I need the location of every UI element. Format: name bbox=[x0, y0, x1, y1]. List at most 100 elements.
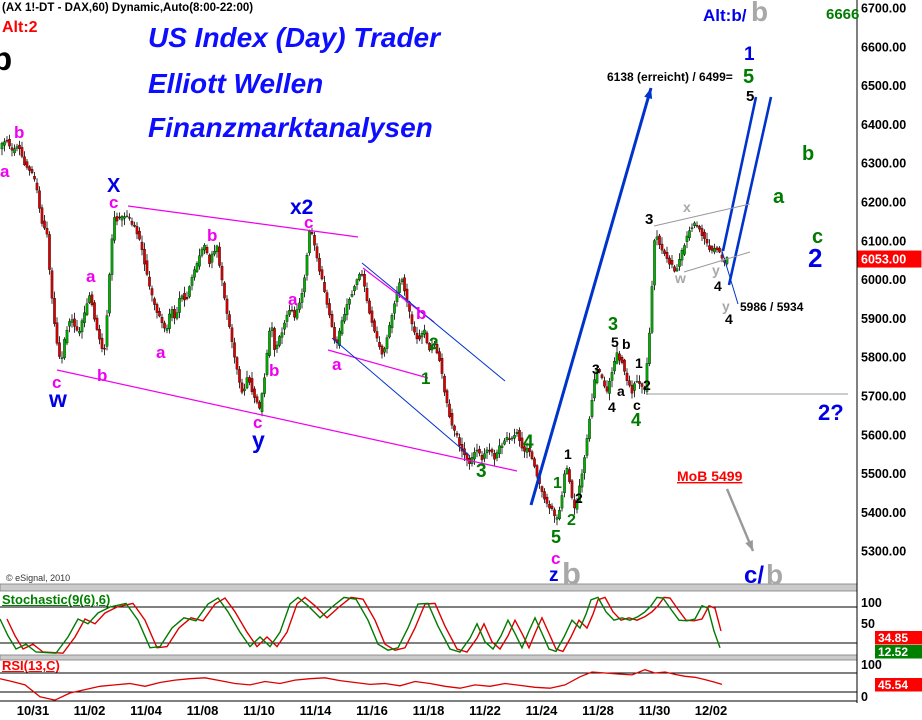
wave-label: y bbox=[252, 427, 265, 453]
wave-label: 2 bbox=[808, 243, 822, 273]
wave-label: b bbox=[562, 556, 581, 591]
rsi-pane-label: RSI(13,C) bbox=[2, 658, 60, 673]
pane-separator bbox=[0, 654, 858, 661]
price-tick-label: 6000.00 bbox=[861, 273, 906, 287]
trendline bbox=[727, 96, 773, 286]
stoch-axis-50: 50 bbox=[861, 617, 875, 631]
alt-wave-big-b: b bbox=[751, 0, 769, 27]
stochastic-d-line bbox=[6, 596, 722, 654]
wave-label: 2 bbox=[643, 377, 651, 393]
wave-label: a bbox=[288, 290, 298, 309]
wave-label: a bbox=[0, 162, 10, 181]
stoch-d-badge bbox=[875, 631, 922, 645]
wave-label: a bbox=[332, 355, 342, 374]
wave-label: b bbox=[97, 366, 107, 385]
trendline bbox=[721, 96, 758, 252]
wave-label: 3 bbox=[645, 211, 653, 228]
date-tick-label: 11/02 bbox=[74, 703, 106, 718]
wave-label: 4 bbox=[714, 278, 722, 294]
wave-label: y bbox=[722, 298, 730, 314]
price-tick-label: 5400.00 bbox=[861, 506, 906, 520]
page-title: US Index (Day) Trader bbox=[148, 22, 441, 53]
price-tick-label: 5600.00 bbox=[861, 428, 906, 442]
wave-label: b bbox=[766, 559, 783, 590]
trendline bbox=[653, 203, 751, 227]
wave-label: b bbox=[622, 336, 631, 352]
wave-label: MoB 5499 bbox=[677, 468, 743, 484]
corner-wave-label: b bbox=[0, 40, 13, 77]
last-price-value: 6053.00 bbox=[861, 253, 906, 267]
wave-label: x2 bbox=[290, 196, 313, 219]
price-tick-label: 6200.00 bbox=[861, 196, 906, 210]
stochastic-k-line bbox=[0, 596, 721, 654]
rsi-line bbox=[0, 669, 723, 701]
projection-arrow-up bbox=[529, 87, 653, 506]
wave-label: b bbox=[269, 361, 279, 380]
wave-label: 1 bbox=[421, 369, 430, 388]
date-tick-label: 11/08 bbox=[187, 703, 219, 718]
wave-label: w bbox=[48, 386, 67, 412]
wave-label: c bbox=[304, 213, 313, 232]
wave-label: a bbox=[773, 186, 785, 208]
wave-label: w bbox=[674, 270, 686, 286]
wave-label: 3 bbox=[608, 314, 618, 334]
wave-label: a bbox=[156, 343, 166, 362]
wave-label: X bbox=[107, 175, 121, 197]
wave-label: 5 bbox=[611, 334, 619, 350]
stoch-axis-100: 100 bbox=[861, 596, 882, 610]
wave-label: 1 bbox=[744, 44, 755, 65]
price-tick-label: 5300.00 bbox=[861, 545, 906, 559]
date-tick-label: 10/31 bbox=[17, 703, 50, 718]
pane-separator bbox=[0, 583, 858, 592]
wave-label: c/ bbox=[744, 562, 764, 589]
wave-label: 1 bbox=[553, 475, 562, 492]
wave-label: b bbox=[14, 123, 24, 142]
wave-label: 5 bbox=[743, 66, 754, 88]
date-tick-label: 11/24 bbox=[526, 703, 559, 718]
wave-label: c bbox=[633, 397, 641, 413]
date-tick-label: 11/28 bbox=[582, 703, 614, 718]
price-tick-label: 6500.00 bbox=[861, 79, 906, 93]
mob-arrow-down bbox=[725, 488, 755, 552]
price-tick-label: 5500.00 bbox=[861, 467, 906, 481]
date-tick-label: 11/30 bbox=[639, 703, 671, 718]
date-tick-label: 12/02 bbox=[695, 703, 728, 718]
projection-arrow-up-head bbox=[644, 88, 653, 99]
wave-label: 3 bbox=[476, 461, 487, 482]
wave-label: 4 bbox=[725, 311, 733, 327]
mob-arrow-down-head bbox=[745, 540, 753, 551]
trendline bbox=[331, 337, 471, 457]
trendline bbox=[683, 251, 751, 273]
wave-label: 2? bbox=[818, 400, 844, 425]
grid-layer bbox=[0, 583, 858, 702]
date-tick-label: 11/10 bbox=[243, 703, 275, 718]
axis-layer: 6700.00 6600.00 6500.00 6400.00 6300.00 6200.… bbox=[17, 0, 922, 718]
wave-label: y bbox=[712, 262, 720, 278]
wave-label: 1 bbox=[635, 355, 643, 371]
wave-label: 2 bbox=[567, 512, 576, 529]
wave-label: 6138 (erreicht) / 6499= bbox=[607, 70, 733, 84]
wave-label: 2 bbox=[575, 490, 583, 506]
stoch-k-value: 12.52 bbox=[878, 645, 908, 659]
date-tick-label: 11/14 bbox=[300, 703, 333, 718]
subtitle-1: Elliott Wellen bbox=[148, 68, 324, 99]
wave-label: 4 bbox=[608, 399, 616, 415]
price-tick-label: 5900.00 bbox=[861, 312, 906, 326]
date-tick-label: 11/18 bbox=[413, 703, 445, 718]
wave-label: c bbox=[109, 193, 118, 212]
date-tick-label: 11/04 bbox=[130, 703, 163, 718]
wave-label: b bbox=[416, 304, 426, 323]
candlestick-series bbox=[0, 134, 729, 526]
price-tick-label: 6100.00 bbox=[861, 234, 906, 248]
wave-label: 1 bbox=[564, 446, 572, 462]
stoch-d-value: 34.85 bbox=[878, 631, 908, 645]
target-price-label: 6666 bbox=[826, 6, 860, 23]
date-tick-label: 11/22 bbox=[469, 703, 501, 718]
wave-label: 3 bbox=[592, 361, 600, 377]
wave-label: b bbox=[802, 143, 814, 165]
wave-label: b bbox=[207, 226, 217, 245]
subtitle-2: Finanzmarktanalysen bbox=[148, 112, 433, 143]
trendline bbox=[327, 349, 429, 379]
